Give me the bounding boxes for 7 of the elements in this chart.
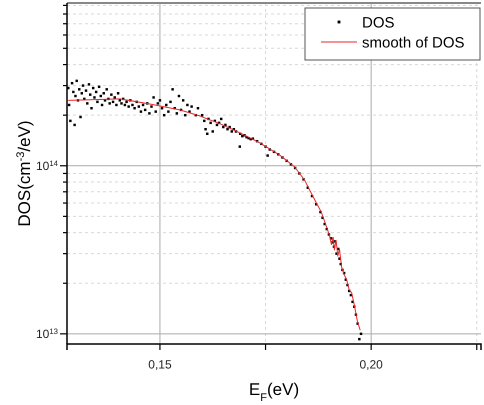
legend-label: smooth of DOS [362, 34, 465, 52]
y-tick-label: 10$^{14}$ [36, 158, 59, 173]
x-axis-title: E$_{F}$(eV) [248, 380, 300, 404]
legend-label: DOS [362, 14, 395, 32]
x-tick-label: 0,20 [359, 358, 384, 372]
y-tick-label: 10$^{13}$ [36, 326, 58, 342]
x-tick-label: 0,15 [148, 358, 172, 372]
